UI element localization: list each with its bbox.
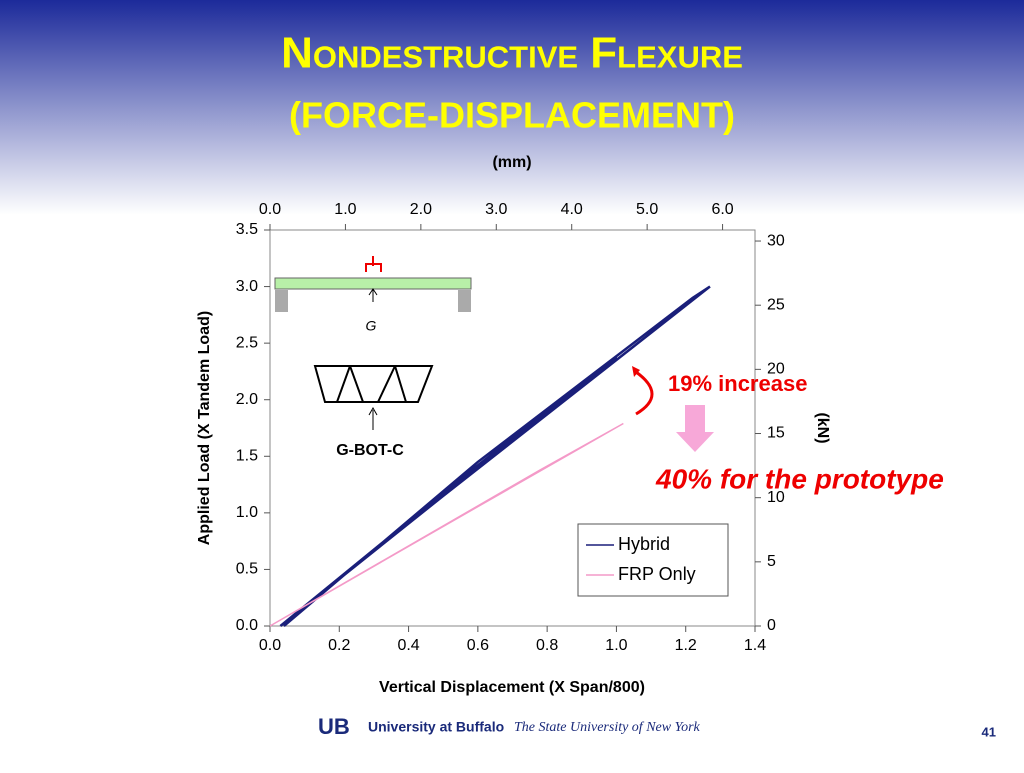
tick-label: 0.6 — [467, 637, 489, 654]
tick-label: 2.0 — [410, 201, 432, 218]
tick-label: 1.0 — [236, 504, 258, 521]
slide-subtitle: (FORCE-DISPLACEMENT) — [289, 95, 735, 136]
tick-label: 2.0 — [236, 391, 258, 408]
tick-label: 0.8 — [536, 637, 558, 654]
tick-label: 3.0 — [485, 201, 507, 218]
slide-title: Nondestructive Flexure — [281, 29, 743, 78]
tick-label: 3.0 — [236, 278, 258, 295]
logo: UB — [318, 714, 350, 739]
arrow-head — [632, 366, 640, 377]
y-axis-label: Applied Load (X Tandem Load) — [196, 311, 213, 545]
tick-label: 0.4 — [397, 637, 419, 654]
data-line — [279, 285, 711, 627]
tick-label: 6.0 — [711, 201, 733, 218]
tick-label: 0.0 — [259, 201, 281, 218]
tick-label: 1.0 — [605, 637, 627, 654]
inset-beam — [274, 256, 472, 430]
tick-label: 1.0 — [334, 201, 356, 218]
inset-label-box — [318, 438, 428, 462]
annotation: 19% increase — [668, 371, 807, 396]
annotation: 40% for the prototype — [655, 463, 944, 494]
tick-label: 1.2 — [675, 637, 697, 654]
tick-label: 15 — [767, 425, 785, 442]
tick-label: 30 — [767, 232, 785, 249]
legend-label: FRP Only — [618, 564, 696, 584]
tick-label: 0.2 — [328, 637, 350, 654]
tick-label: 5 — [767, 553, 776, 570]
tick-label: 3.5 — [236, 221, 258, 238]
tick-label: 1.4 — [744, 637, 766, 654]
tick-label: 0.0 — [236, 617, 258, 634]
tick-label: 2.5 — [236, 334, 258, 351]
tick-label: 5.0 — [636, 201, 658, 218]
tick-label: 1.5 — [236, 448, 258, 465]
tick-label: 0.5 — [236, 561, 258, 578]
legend-box — [577, 523, 729, 597]
bracket-arrow — [635, 370, 654, 416]
down-arrow — [676, 405, 714, 452]
tick-label: 4.0 — [561, 201, 583, 218]
inset-label: G — [366, 318, 377, 334]
page-number: 41 — [982, 724, 996, 739]
tick-label: 0.0 — [259, 637, 281, 654]
tick-label: 10 — [767, 489, 785, 506]
y2-axis-label: (kN) — [814, 412, 831, 443]
inset-label: G-BOT-C — [336, 442, 404, 459]
x2-axis-label: (mm) — [492, 154, 531, 171]
tick-label: 20 — [767, 361, 785, 378]
tick-label: 0 — [767, 617, 776, 634]
x-axis-label: Vertical Displacement (X Span/800) — [379, 679, 645, 696]
footer-system: The State University of New York — [514, 720, 701, 735]
legend-label: Hybrid — [618, 534, 670, 554]
footer-university: University at Buffalo — [368, 719, 504, 735]
tick-label: 25 — [767, 296, 785, 313]
data-line — [269, 422, 624, 627]
